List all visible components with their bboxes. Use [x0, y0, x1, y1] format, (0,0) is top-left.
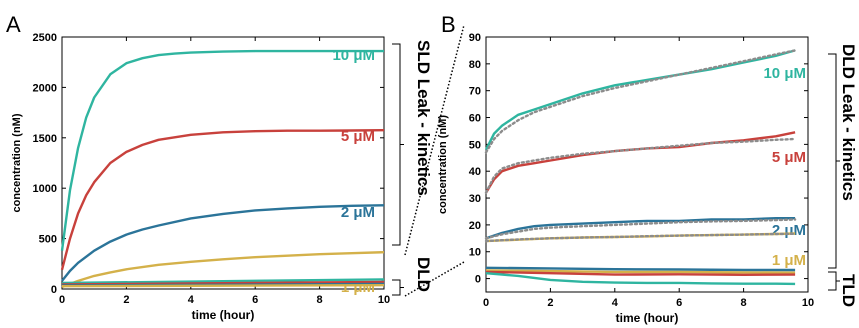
series-label: 2 μM [772, 222, 806, 239]
series-line [60, 129, 385, 271]
series-line [61, 204, 385, 282]
series-line [484, 49, 796, 151]
fit-line [484, 232, 797, 243]
bracket [392, 279, 404, 296]
series-line [61, 284, 385, 288]
x-tick-label: 8 [741, 297, 747, 309]
series-line [485, 216, 796, 240]
plot-frame [485, 36, 809, 293]
x-tick-label: 0 [59, 294, 65, 306]
x-tick-label: 0 [483, 297, 489, 309]
series-label: 10 μM [763, 65, 806, 82]
y-tick-label: 2000 [33, 82, 57, 94]
zoom-connector [404, 261, 465, 297]
series-line [485, 270, 796, 276]
side-label: TLD [839, 274, 858, 307]
x-tick-label: 2 [547, 297, 553, 309]
y-tick-label: 50 [469, 139, 481, 151]
y-tick-label: 70 [469, 86, 481, 98]
y-tick-label: 1500 [33, 133, 57, 145]
chart-panel-b: 0 2 4 6 8 10 0 10 20 30 40 50 60 70 80 90 time (hour) con… [437, 12, 858, 325]
series-label: 5 μM [341, 128, 375, 145]
zoom-connector [404, 24, 465, 256]
x-axis-label: time (hour) [192, 308, 255, 322]
fit-line [484, 137, 797, 194]
y-tick-label: 0 [475, 274, 481, 286]
y-tick-label: 80 [469, 59, 481, 71]
series-line [485, 272, 796, 286]
x-tick-label: 2 [123, 294, 129, 306]
x-tick-label: 10 [802, 297, 814, 309]
side-label: DLD Leak - kinetics [839, 44, 858, 201]
side-label: DLD [414, 257, 433, 292]
series-label: 2 μM [341, 204, 375, 221]
y-tick-label: 10 [469, 247, 481, 259]
series-label: 5 μM [772, 149, 806, 166]
series-label: 1 μM [772, 252, 806, 269]
y-axis-label: concentration (nM) [437, 115, 449, 214]
y-tick-label: 30 [469, 193, 481, 205]
y-tick-label: 500 [39, 234, 57, 246]
series-label: 10 μM [332, 47, 375, 64]
bracket [828, 53, 840, 269]
x-axis-label: time (hour) [616, 311, 679, 325]
y-tick-label: 60 [469, 113, 481, 125]
side-label: SLD Leak - kinetics [414, 40, 433, 196]
chart-panel-a: 0 2 4 6 8 10 0 500 1000 1500 2000 2500 time (hour) co… [6, 12, 433, 322]
y-tick-label: 1000 [33, 183, 57, 195]
y-axis-label: concentration (nM) [11, 113, 23, 212]
y-tick-label: 0 [51, 284, 57, 296]
series-line [60, 49, 384, 251]
y-tick-label: 90 [469, 32, 481, 44]
bracket [392, 43, 404, 246]
plot-frame [61, 36, 385, 290]
x-tick-label: 6 [676, 297, 682, 309]
series-line [485, 269, 796, 274]
x-tick-label: 6 [252, 294, 258, 306]
y-tick-label: 20 [469, 220, 481, 232]
series-line [61, 278, 385, 285]
panel-label: A [6, 12, 21, 37]
fit-line [484, 218, 797, 240]
y-tick-label: 40 [469, 166, 481, 178]
fit-line [484, 49, 797, 154]
series-line [61, 251, 385, 289]
x-tick-label: 8 [317, 294, 323, 306]
panel-label: B [441, 12, 456, 37]
y-tick-label: 2500 [33, 32, 57, 44]
x-tick-label: 4 [612, 297, 619, 309]
x-tick-label: 4 [188, 294, 195, 306]
series-line [485, 266, 796, 272]
x-tick-label: 10 [378, 294, 390, 306]
bracket [828, 271, 840, 291]
